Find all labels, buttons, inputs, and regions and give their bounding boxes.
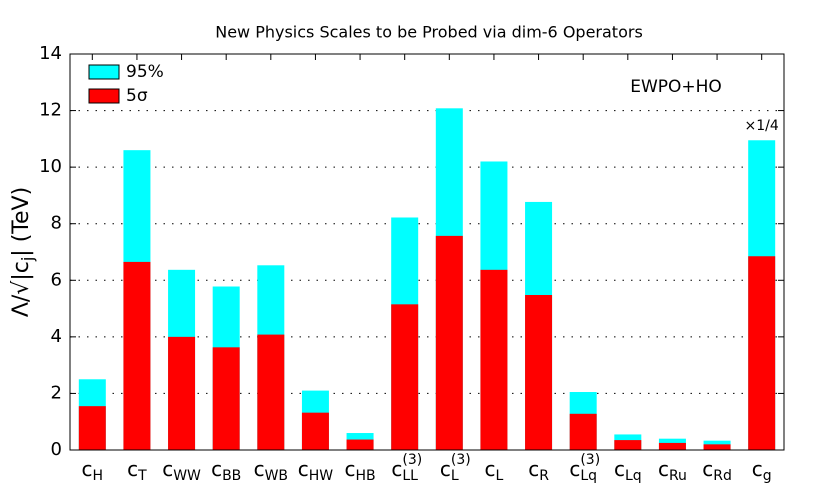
x-label-main: c — [162, 457, 173, 481]
y-label-post: | (TeV) — [9, 187, 34, 257]
legend-label: 5σ — [126, 86, 148, 106]
x-label-main: c — [391, 457, 402, 481]
x-label-sub: Rd — [713, 468, 732, 484]
y-tick-label: 14 — [39, 43, 62, 64]
bar — [525, 294, 553, 450]
y-tick-label: 2 — [51, 382, 62, 403]
bar — [78, 406, 106, 450]
x-label-main: c — [82, 457, 93, 481]
y-tick-label: 8 — [51, 213, 62, 234]
legend-swatch — [88, 88, 120, 104]
y-tick-label: 12 — [39, 100, 62, 121]
x-label-sup: (3) — [580, 452, 600, 468]
x-label-sub: BB — [222, 468, 241, 484]
x-label-sub: LL — [402, 468, 418, 484]
x-label-sub: T — [137, 468, 147, 484]
x-label-main: c — [485, 457, 496, 481]
bar — [748, 256, 776, 450]
bar — [123, 261, 151, 450]
x-label-sub: L — [451, 468, 459, 484]
y-tick-label: 0 — [51, 439, 62, 460]
bar — [435, 235, 463, 450]
x-label-main: c — [440, 457, 451, 481]
x-label-sup: (3) — [402, 452, 422, 468]
x-label-sub: g — [763, 468, 772, 484]
x-label-main: c — [752, 457, 763, 481]
x-tick-label: cRd — [702, 457, 732, 485]
x-tick-label: cBB — [211, 457, 241, 485]
x-tick-label: cHB — [344, 457, 375, 485]
bar — [614, 440, 642, 450]
x-tick-label: cLq — [569, 457, 597, 485]
x-label-main: c — [298, 457, 309, 481]
x-label-sub: H — [93, 468, 104, 484]
y-tick-label: 4 — [51, 326, 62, 347]
y-tick-label: 10 — [39, 156, 62, 177]
x-label-main: c — [528, 457, 539, 481]
x-label-sub: Lq — [580, 468, 597, 484]
bar — [346, 439, 374, 450]
x-label-sub: Lq — [625, 468, 642, 484]
legend-label: 95% — [126, 62, 164, 82]
x-label-sub: L — [496, 468, 504, 484]
x-label-sub: WB — [265, 468, 288, 484]
annotation: EWPO+HO — [630, 77, 722, 97]
bar — [212, 347, 240, 450]
x-tick-label: cRu — [658, 457, 687, 485]
x-label-sub: HW — [309, 468, 334, 484]
x-tick-label: cH — [82, 457, 104, 485]
plot-frame — [69, 53, 785, 451]
x-label-sup: (3) — [451, 452, 471, 468]
bar — [703, 444, 731, 450]
x-label-sub: WW — [173, 468, 201, 484]
chart-title: New Physics Scales to be Probed via dim-… — [215, 23, 643, 42]
x-tick-label: cLq — [614, 457, 642, 485]
bar — [480, 269, 508, 450]
x-tick-label: cR — [528, 457, 549, 485]
x-tick-label: cT — [127, 457, 147, 485]
x-tick-label: cHW — [298, 457, 334, 485]
y-tick-label: 6 — [51, 269, 62, 290]
bar — [168, 336, 196, 450]
bar — [569, 413, 597, 450]
x-label-main: c — [211, 457, 222, 481]
x-tick-label: cg — [752, 457, 772, 485]
x-label-sub: HB — [355, 468, 375, 484]
x-label-main: c — [614, 457, 625, 481]
bar — [658, 442, 686, 450]
x-label-main: c — [344, 457, 355, 481]
y-label-main: Λ/√|c — [9, 261, 34, 317]
bar — [257, 334, 285, 450]
x-tick-label: cLL — [391, 457, 418, 485]
bar — [391, 304, 419, 450]
x-tick-label: cL — [440, 457, 459, 485]
y-axis-label: Λ/√|cj| (TeV) — [9, 187, 37, 317]
x-label-sub: Ru — [669, 468, 687, 484]
x-tick-label: cWB — [254, 457, 288, 485]
bar — [301, 412, 329, 450]
x-tick-label: cWW — [162, 457, 201, 485]
y-label-sub: j — [18, 257, 37, 262]
legend-swatch — [88, 64, 120, 80]
annotation: ×1/4 — [745, 118, 779, 134]
x-tick-label: cL — [485, 457, 504, 485]
x-label-main: c — [254, 457, 265, 481]
x-label-main: c — [658, 457, 669, 481]
x-label-main: c — [569, 457, 580, 481]
x-label-main: c — [127, 457, 138, 481]
x-label-main: c — [702, 457, 713, 481]
x-label-sub: R — [539, 468, 549, 484]
